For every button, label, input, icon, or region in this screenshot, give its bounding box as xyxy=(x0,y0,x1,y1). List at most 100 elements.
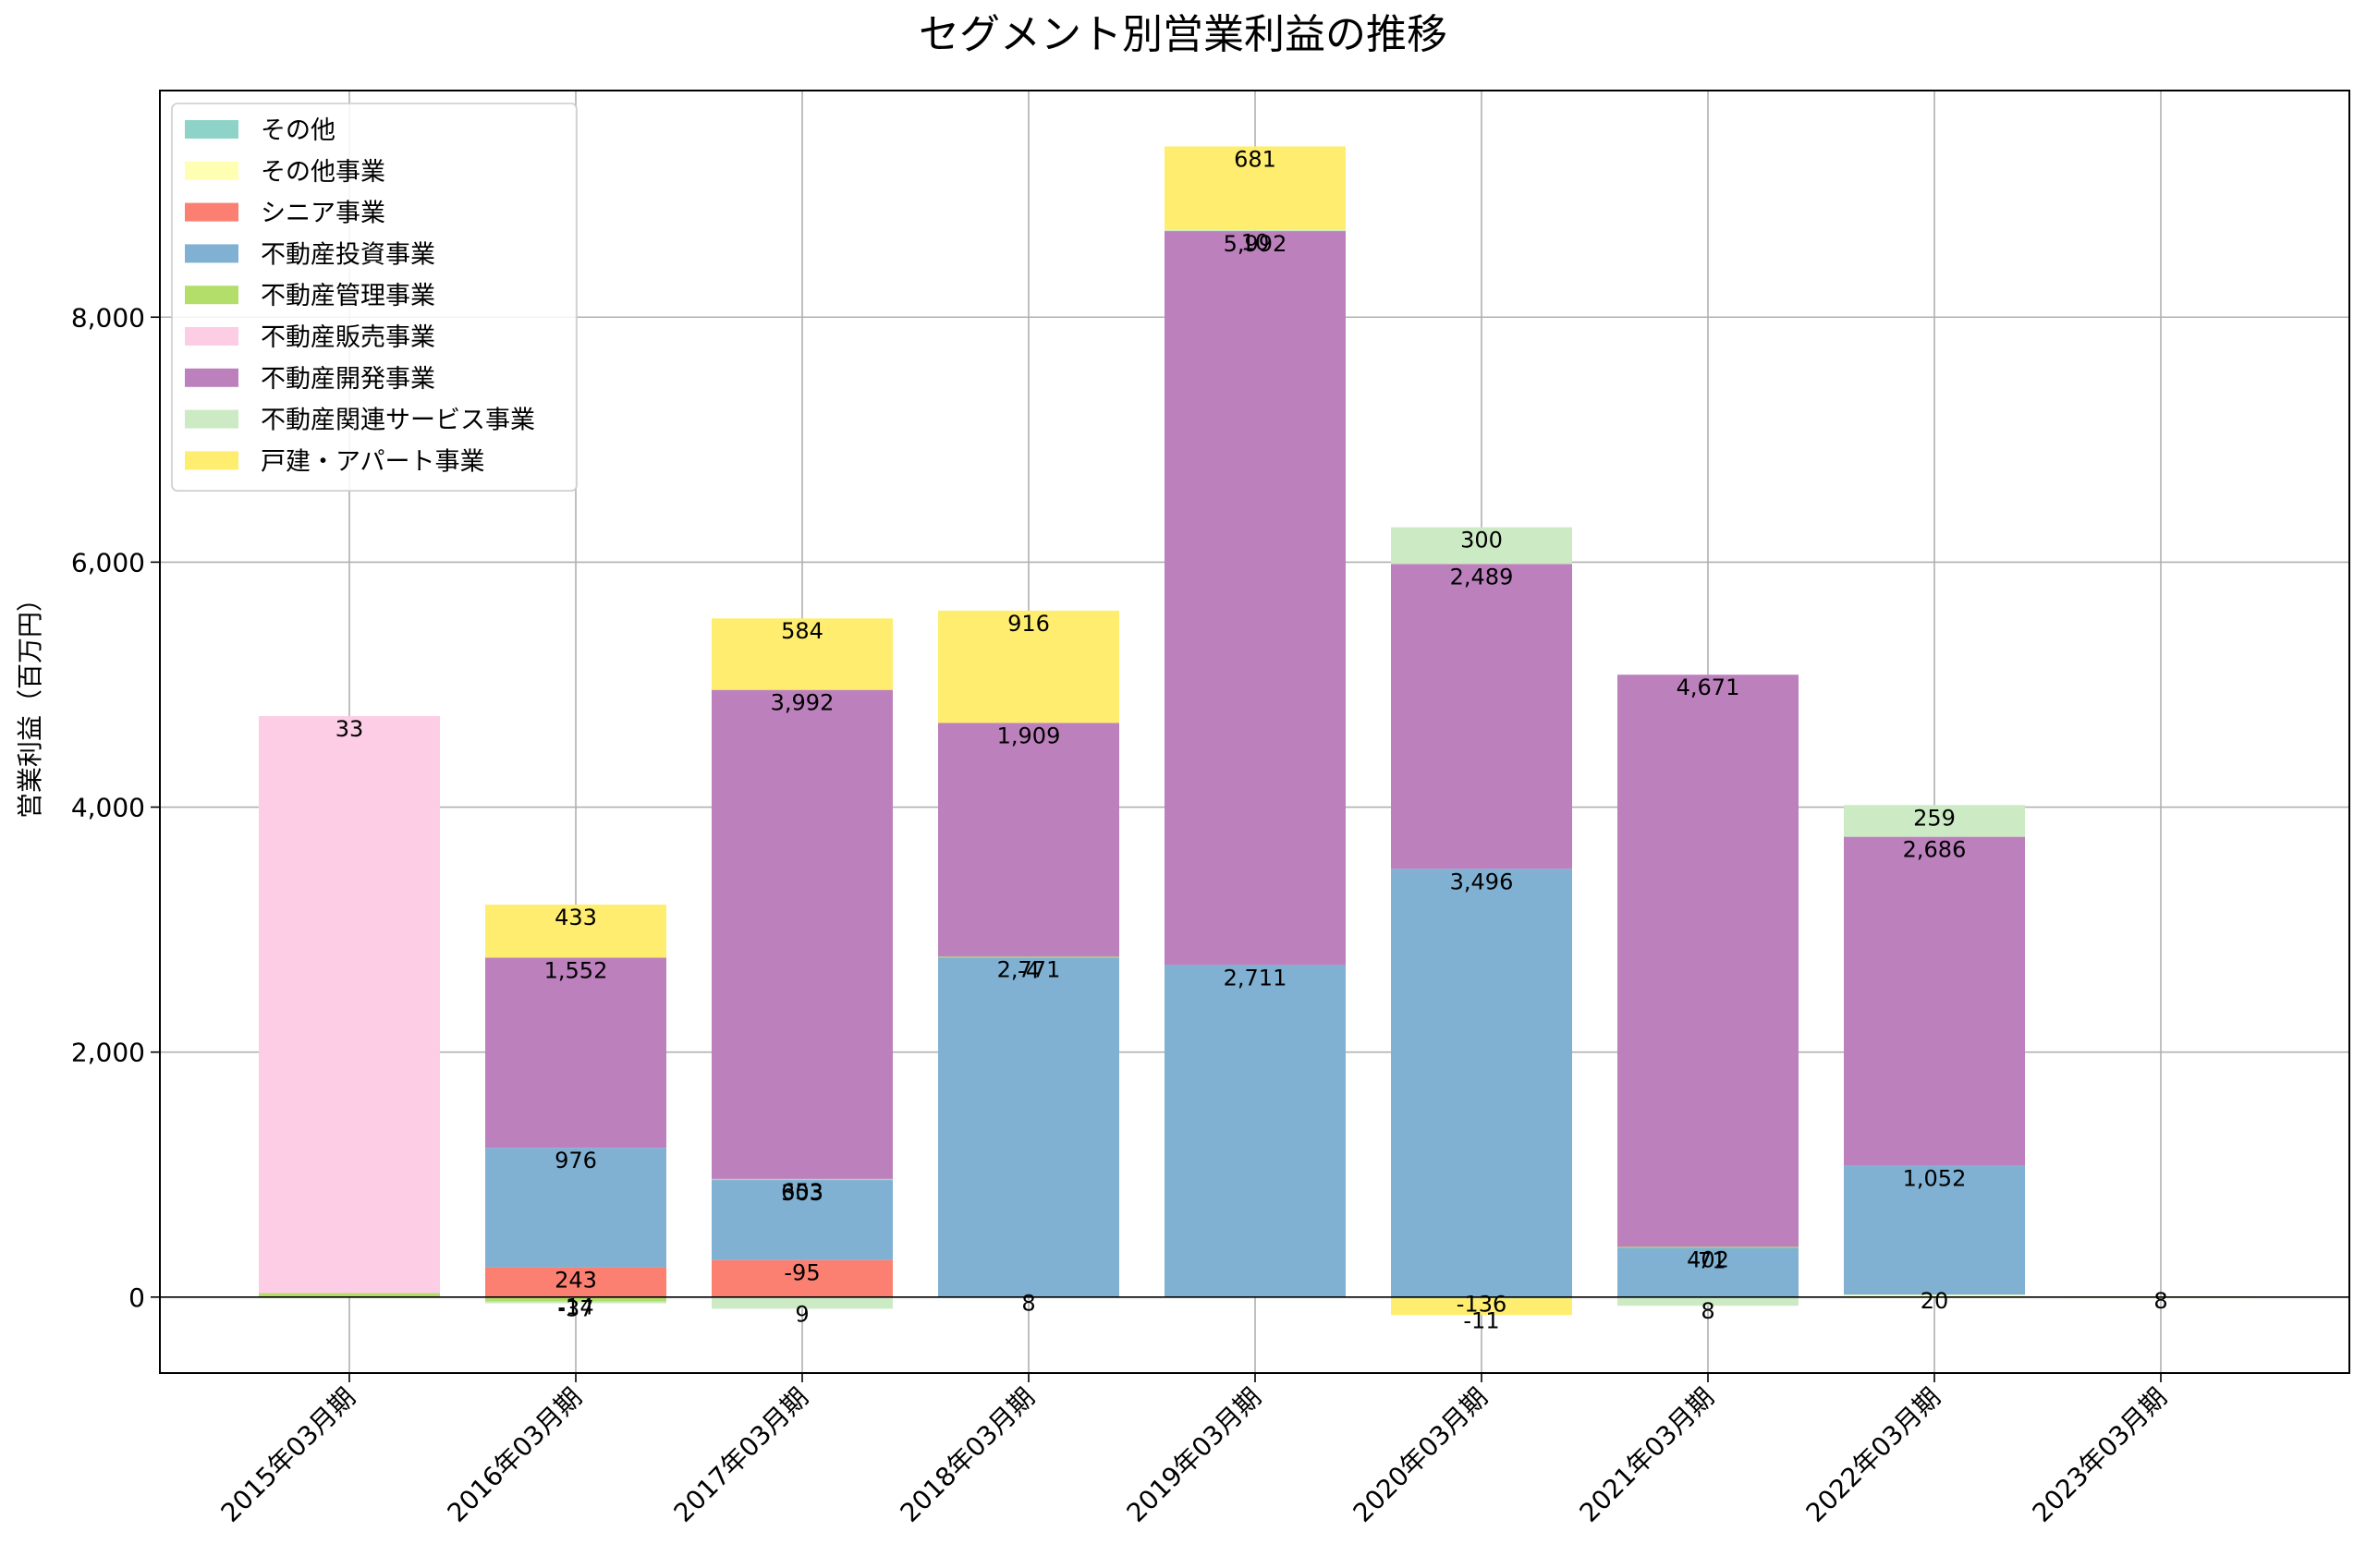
legend-label: その他 xyxy=(261,116,335,145)
data-label: 1,052 xyxy=(1903,1166,1967,1192)
legend-label: シニア事業 xyxy=(261,200,385,228)
legend-swatch xyxy=(185,202,238,222)
legend-label: 不動産管理事業 xyxy=(261,282,435,310)
legend-swatch xyxy=(185,327,238,346)
data-label: 2,711 xyxy=(1224,965,1287,991)
y-tick-label: 2,000 xyxy=(71,1038,145,1068)
y-tick-label: 6,000 xyxy=(71,547,145,577)
data-label: 1,552 xyxy=(544,957,608,983)
data-label: 33 xyxy=(335,716,364,742)
bar-segment xyxy=(485,1301,666,1304)
bar-segment xyxy=(485,905,666,958)
bar-segment xyxy=(1165,231,1346,966)
bar-segment xyxy=(938,723,1119,957)
x-tick-label: 2019年03月期 xyxy=(1121,1382,1267,1528)
bar-segment xyxy=(1391,564,1572,869)
bar-segment xyxy=(712,689,893,1179)
bar-segment xyxy=(712,1259,893,1297)
data-label: 9 xyxy=(795,1301,809,1327)
data-label: 1,909 xyxy=(997,723,1061,748)
data-label: 653 xyxy=(781,1179,823,1205)
data-label: -37 xyxy=(557,1296,593,1322)
data-label: 300 xyxy=(1460,528,1503,553)
data-label: -11 xyxy=(1463,1307,1499,1333)
bar-segment xyxy=(1617,675,1799,1247)
bar-segment xyxy=(485,1267,666,1297)
bar-segment xyxy=(1391,527,1572,565)
bar-segment xyxy=(259,716,440,1294)
bar-segment xyxy=(1617,1247,1799,1297)
bar-segment xyxy=(938,610,1119,723)
data-label: 2,771 xyxy=(997,956,1061,982)
bar-segment xyxy=(485,957,666,1149)
bar-segment xyxy=(1844,836,2025,1166)
data-label: 681 xyxy=(1234,146,1276,172)
data-label: 976 xyxy=(555,1148,597,1173)
data-label: 8 xyxy=(2153,1288,2167,1314)
data-label: 2,686 xyxy=(1903,837,1967,863)
x-tick-label: 2022年03月期 xyxy=(1800,1382,1946,1528)
bar-segment xyxy=(1617,1296,1799,1307)
bar-segment xyxy=(1844,805,2025,837)
y-tick-label: 8,000 xyxy=(71,302,145,333)
x-tick-label: 2017年03月期 xyxy=(668,1382,814,1528)
data-label: 402 xyxy=(1687,1246,1729,1272)
data-label: 3,496 xyxy=(1450,869,1514,894)
legend: その他その他事業シニア事業不動産投資事業不動産管理事業不動産販売事業不動産開発事… xyxy=(171,103,578,492)
data-label: 2,489 xyxy=(1450,564,1514,590)
data-label: 4,671 xyxy=(1677,675,1740,700)
legend-label: その他事業 xyxy=(261,158,385,187)
data-label: -4 xyxy=(1018,957,1040,983)
bar-segment xyxy=(1391,869,1572,1297)
bar-segment xyxy=(938,957,1119,1297)
y-tick-label: 4,000 xyxy=(71,793,145,823)
legend-swatch xyxy=(185,286,238,305)
bar-segment xyxy=(1165,146,1346,230)
legend-swatch xyxy=(185,451,238,470)
bar-segment xyxy=(712,1178,893,1181)
data-label: 5,992 xyxy=(1224,231,1287,257)
data-label: -136 xyxy=(1457,1291,1506,1317)
data-label: 8 xyxy=(1701,1298,1714,1324)
legend-label: 不動産投資事業 xyxy=(261,240,435,269)
legend-swatch xyxy=(185,161,238,180)
bars-layer xyxy=(259,146,2251,1316)
data-label: 3,992 xyxy=(771,690,835,716)
legend-swatch xyxy=(185,244,238,263)
chart-title: セグメント別営業利益の推移 xyxy=(919,11,1447,58)
bar-segment xyxy=(1391,1298,1572,1316)
bar-segment xyxy=(938,956,1119,958)
x-tick-label: 2018年03月期 xyxy=(895,1382,1041,1528)
bar-segment xyxy=(712,618,893,690)
data-label: 20 xyxy=(1921,1288,1949,1314)
bar-segment xyxy=(1844,1165,2025,1295)
legend-swatch xyxy=(185,409,238,429)
data-label: -95 xyxy=(784,1260,820,1286)
bar-segment xyxy=(1165,965,1346,1297)
bar-segment xyxy=(485,1148,666,1268)
legend-label: 戸建・アパート事業 xyxy=(261,447,484,476)
legend-swatch xyxy=(185,368,238,387)
x-tick-label: 2016年03月期 xyxy=(442,1382,588,1528)
data-label: -14 xyxy=(557,1295,593,1320)
bar-segment xyxy=(259,1293,440,1297)
x-tick-label: 2021年03月期 xyxy=(1574,1382,1720,1528)
bar-segment xyxy=(1844,1295,2025,1297)
y-axis-label: 営業利益（百万円） xyxy=(15,586,45,819)
data-label: 10 xyxy=(1241,230,1270,256)
data-label: 584 xyxy=(781,618,823,644)
data-label: 8 xyxy=(1021,1290,1035,1316)
y-tick-label: 0 xyxy=(128,1282,145,1313)
data-label: 243 xyxy=(555,1268,597,1294)
bar-segment xyxy=(712,1180,893,1260)
data-label: 259 xyxy=(1913,805,1956,831)
bar-segment xyxy=(712,1296,893,1309)
legend-label: 不動産販売事業 xyxy=(261,323,435,352)
bar-segment xyxy=(485,1296,666,1302)
data-label: -71 xyxy=(1689,1248,1726,1274)
x-tick-label: 2020年03月期 xyxy=(1348,1382,1494,1528)
data-label: 433 xyxy=(555,905,597,930)
legend-box xyxy=(171,103,578,492)
